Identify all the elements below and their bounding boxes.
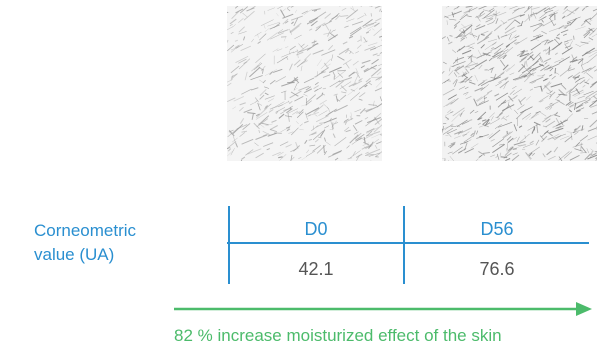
table-horizontal-divider — [227, 242, 589, 244]
value-d56: 76.6 — [479, 259, 515, 279]
table-left-border — [228, 206, 230, 284]
column-header-d0: D0 — [304, 219, 328, 239]
increase-caption: 82 % increase moisturized effect of the … — [174, 326, 502, 345]
column-header-d56: D56 — [480, 219, 514, 239]
skin-texture-image-d0 — [227, 6, 382, 161]
skin-texture-image-d56 — [442, 6, 597, 161]
increase-arrow-icon — [174, 302, 592, 316]
corneometric-row-label: Corneometric value (UA) — [34, 219, 194, 267]
table-column-divider — [403, 206, 405, 284]
row-label-line-2: value (UA) — [34, 245, 115, 264]
row-label-line-1: Corneometric — [34, 221, 137, 240]
value-d0: 42.1 — [298, 259, 334, 279]
